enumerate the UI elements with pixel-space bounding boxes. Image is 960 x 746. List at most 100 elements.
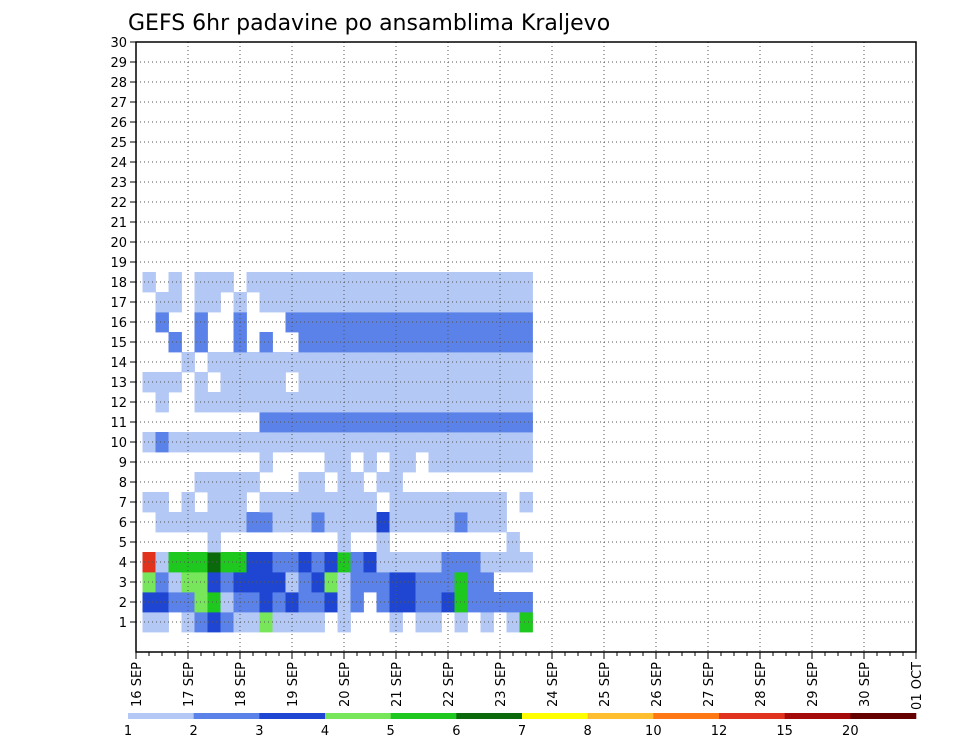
- cell: [142, 552, 156, 573]
- x-tick-label: 18 SEP: [234, 662, 249, 707]
- cell: [220, 272, 234, 293]
- cell: [324, 312, 338, 333]
- cell: [363, 392, 377, 413]
- cell: [272, 512, 286, 533]
- cell: [298, 352, 312, 373]
- cell: [363, 512, 377, 533]
- cell: [376, 332, 390, 353]
- cell: [350, 592, 364, 613]
- cell: [506, 552, 520, 573]
- cell: [506, 612, 520, 633]
- cell: [246, 392, 260, 413]
- cell: [194, 272, 208, 293]
- y-tick-label: 25: [110, 136, 127, 151]
- cell: [376, 392, 390, 413]
- cell: [350, 272, 364, 293]
- legend-swatch: [850, 713, 917, 719]
- cell: [415, 492, 429, 513]
- cell: [402, 292, 416, 313]
- cell: [194, 372, 208, 393]
- cell: [376, 292, 390, 313]
- legend-swatch: [390, 713, 457, 719]
- cell: [324, 332, 338, 353]
- cell: [480, 332, 494, 353]
- legend-level-label: 15: [776, 724, 793, 739]
- y-tick-label: 4: [119, 556, 127, 571]
- cell: [350, 332, 364, 353]
- cell: [324, 352, 338, 373]
- cell: [350, 552, 364, 573]
- cell: [428, 292, 442, 313]
- cell: [376, 552, 390, 573]
- cell: [168, 272, 182, 293]
- cell: [506, 392, 520, 413]
- cell: [168, 592, 182, 613]
- y-tick-label: 30: [110, 36, 127, 51]
- cell: [168, 512, 182, 533]
- cell: [519, 552, 533, 573]
- cell: [402, 452, 416, 473]
- cell: [207, 352, 221, 373]
- x-tick-label: 01 OCT: [910, 662, 925, 710]
- cell: [428, 552, 442, 573]
- y-tick-label: 23: [110, 176, 127, 191]
- cell: [259, 392, 273, 413]
- cell: [415, 352, 429, 373]
- cell: [259, 372, 273, 393]
- x-tick-label: 20 SEP: [338, 662, 353, 707]
- cell: [324, 432, 338, 453]
- cell: [246, 512, 260, 533]
- cell: [259, 592, 273, 613]
- cell: [480, 432, 494, 453]
- cell: [350, 492, 364, 513]
- cell: [142, 432, 156, 453]
- y-tick-label: 11: [110, 416, 127, 431]
- cell: [480, 572, 494, 593]
- cell: [298, 572, 312, 593]
- cell: [259, 332, 273, 353]
- cell: [311, 372, 325, 393]
- cell: [402, 552, 416, 573]
- cell: [454, 432, 468, 453]
- cell: [454, 552, 468, 573]
- cell: [246, 612, 260, 633]
- cell: [168, 292, 182, 313]
- cell: [194, 292, 208, 313]
- y-tick-label: 22: [110, 196, 127, 211]
- legend-swatch: [653, 713, 720, 719]
- cell: [363, 312, 377, 333]
- cell: [220, 372, 234, 393]
- cell: [454, 392, 468, 413]
- cell: [272, 392, 286, 413]
- cell: [428, 452, 442, 473]
- cell: [376, 412, 390, 433]
- cell: [298, 312, 312, 333]
- cell: [480, 492, 494, 513]
- cell: [311, 572, 325, 593]
- cell: [519, 332, 533, 353]
- cell: [272, 592, 286, 613]
- legend-swatch: [456, 713, 523, 719]
- y-tick-label: 29: [110, 56, 127, 71]
- cell: [155, 572, 169, 593]
- cell: [246, 572, 260, 593]
- cell: [259, 352, 273, 373]
- cell: [220, 352, 234, 373]
- cell: [259, 432, 273, 453]
- cell: [220, 392, 234, 413]
- cell: [324, 372, 338, 393]
- cell: [220, 552, 234, 573]
- cell: [415, 412, 429, 433]
- cell: [298, 472, 312, 493]
- cell: [454, 352, 468, 373]
- x-tick-label: 17 SEP: [182, 662, 197, 707]
- cell: [311, 392, 325, 413]
- cell: [376, 432, 390, 453]
- cell: [246, 592, 260, 613]
- x-tick-label: 29 SEP: [806, 662, 821, 707]
- cell: [454, 372, 468, 393]
- cell: [155, 392, 169, 413]
- cell: [519, 452, 533, 473]
- cell: [467, 452, 481, 473]
- cell: [467, 412, 481, 433]
